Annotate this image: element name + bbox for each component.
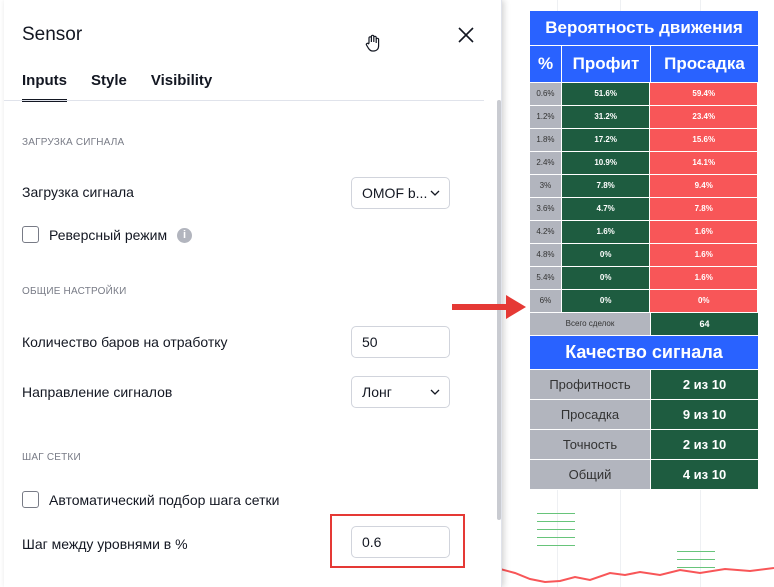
table-row: 3% 7.8% 9.4% <box>530 175 758 198</box>
table-row: 4.2% 1.6% 1.6% <box>530 221 758 244</box>
direction-select[interactable]: Лонг <box>351 376 450 408</box>
percent-cell: 4.8% <box>530 244 562 266</box>
dialog-title: Sensor <box>22 24 83 45</box>
quality-row: Профитность 2 из 10 <box>530 370 758 400</box>
chart-price-line <box>500 567 774 584</box>
settings-dialog: Sensor Inputs Style Visibility ЗАГРУЗКА … <box>4 0 502 587</box>
table-row: 3.6% 4.7% 7.8% <box>530 198 758 221</box>
table-row: 0.6% 51.6% 59.4% <box>530 83 758 106</box>
direction-value: Лонг <box>362 384 392 400</box>
percent-cell: 1.8% <box>530 129 562 151</box>
drawdown-cell: 23.4% <box>650 106 758 128</box>
drawdown-cell: 1.6% <box>650 244 758 266</box>
direction-label: Направление сигналов <box>22 384 173 400</box>
percent-cell: 4.2% <box>530 221 562 243</box>
drawdown-cell: 9.4% <box>650 175 758 197</box>
bars-input[interactable]: 50 <box>351 326 450 358</box>
profit-cell: 7.8% <box>561 175 651 197</box>
profit-cell: 1.6% <box>561 221 651 243</box>
quality-label: Профитность <box>530 370 651 399</box>
close-button[interactable] <box>455 24 477 46</box>
percent-cell: 5.4% <box>530 267 562 289</box>
profit-cell: 0% <box>561 244 651 266</box>
percent-cell: 6% <box>530 290 562 312</box>
chevron-down-icon <box>430 389 440 395</box>
section-signal-heading: ЗАГРУЗКА СИГНАЛА <box>22 137 125 148</box>
quality-row: Точность 2 из 10 <box>530 430 758 460</box>
bars-label: Количество баров на отработку <box>22 334 228 350</box>
tab-visibility[interactable]: Visibility <box>150 72 213 89</box>
tabs-divider <box>4 100 484 101</box>
profit-cell: 51.6% <box>561 83 651 105</box>
profit-cell: 10.9% <box>561 152 651 174</box>
reverse-mode-checkbox[interactable] <box>22 226 39 243</box>
info-icon[interactable]: i <box>177 228 192 243</box>
table-row: 1.8% 17.2% 15.6% <box>530 129 758 152</box>
quality-row: Общий 4 из 10 <box>530 460 758 490</box>
step-input[interactable]: 0.6 <box>351 526 450 558</box>
table-row: 5.4% 0% 1.6% <box>530 267 758 290</box>
probability-title: Вероятность движения <box>530 11 758 46</box>
reverse-mode-label: Реверсный режим <box>49 227 168 243</box>
signal-load-select[interactable]: OMOF b... <box>351 177 450 209</box>
drawdown-cell: 14.1% <box>650 152 758 174</box>
auto-grid-label: Автоматический подбор шага сетки <box>49 492 280 508</box>
quality-label: Общий <box>530 460 651 489</box>
auto-grid-checkbox[interactable] <box>22 491 39 508</box>
quality-label: Просадка <box>530 400 651 429</box>
section-general-heading: ОБЩИЕ НАСТРОЙКИ <box>22 286 127 297</box>
drawdown-cell: 59.4% <box>650 83 758 105</box>
close-icon <box>458 27 474 43</box>
arrow-icon <box>452 295 526 319</box>
drawdown-cell: 15.6% <box>650 129 758 151</box>
profit-cell: 17.2% <box>561 129 651 151</box>
probability-table: Вероятность движения % Профит Просадка 0… <box>530 11 758 490</box>
tab-inputs[interactable]: Inputs <box>22 70 67 102</box>
table-header-row: % Профит Просадка <box>530 46 758 83</box>
quality-label: Точность <box>530 430 651 459</box>
quality-title: Качество сигнала <box>530 336 758 370</box>
percent-cell: 3% <box>530 175 562 197</box>
profit-cell: 4.7% <box>561 198 651 220</box>
quality-value: 2 из 10 <box>651 430 758 459</box>
tab-style[interactable]: Style <box>91 72 127 89</box>
profit-cell: 0% <box>561 290 651 312</box>
quality-value: 2 из 10 <box>651 370 758 399</box>
header-percent: % <box>530 46 562 82</box>
table-row: 4.8% 0% 1.6% <box>530 244 758 267</box>
drawdown-cell: 0% <box>650 290 758 312</box>
quality-row: Просадка 9 из 10 <box>530 400 758 430</box>
chart-level-lines <box>677 551 715 575</box>
total-row: Всего сделок 64 <box>530 313 758 336</box>
drawdown-cell: 7.8% <box>650 198 758 220</box>
step-label: Шаг между уровнями в % <box>22 536 188 552</box>
percent-cell: 1.2% <box>530 106 562 128</box>
total-label: Всего сделок <box>530 313 651 335</box>
quality-value: 4 из 10 <box>651 460 758 489</box>
profit-cell: 31.2% <box>561 106 651 128</box>
header-drawdown: Просадка <box>664 54 745 73</box>
chevron-down-icon <box>430 190 440 196</box>
percent-cell: 2.4% <box>530 152 562 174</box>
profit-cell: 0% <box>561 267 651 289</box>
chart-level-lines <box>537 513 575 553</box>
signal-load-value: OMOF b... <box>362 185 428 201</box>
signal-load-label: Загрузка сигнала <box>22 184 134 200</box>
table-row: 2.4% 10.9% 14.1% <box>530 152 758 175</box>
hand-cursor-icon <box>363 34 383 54</box>
percent-cell: 0.6% <box>530 83 562 105</box>
table-body: 0.6% 51.6% 59.4% 1.2% 31.2% 23.4% 1.8% 17.2% 15.… <box>530 83 758 313</box>
drawdown-cell: 1.6% <box>650 267 758 289</box>
tab-bar: Inputs Style Visibility <box>22 70 236 102</box>
drawdown-cell: 1.6% <box>650 221 758 243</box>
table-row: 6% 0% 0% <box>530 290 758 313</box>
highlight-box <box>330 514 465 568</box>
total-value: 64 <box>651 313 758 335</box>
header-profit: Профит <box>562 46 651 82</box>
section-grid-heading: ШАГ СЕТКИ <box>22 452 81 463</box>
quality-value: 9 из 10 <box>651 400 758 429</box>
table-row: 1.2% 31.2% 23.4% <box>530 106 758 129</box>
percent-cell: 3.6% <box>530 198 562 220</box>
